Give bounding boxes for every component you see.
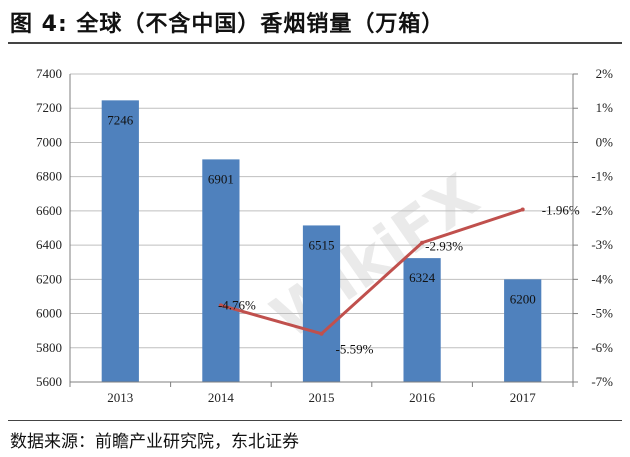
bar-data-label: 6324 — [409, 270, 436, 285]
y-right-tick-label: 0% — [596, 134, 614, 149]
y-right-tick-label: -6% — [591, 340, 613, 355]
x-tick-label: 2017 — [510, 390, 537, 405]
line-series: -4.76% -5.59% -2.93% -1.96% — [218, 203, 580, 357]
bar — [101, 100, 139, 383]
y-right-tick-label: -1% — [591, 169, 613, 184]
y-right-tick-label: 1% — [596, 100, 614, 115]
growth-line — [220, 208, 524, 336]
line-point — [319, 331, 324, 336]
y-left-tick-label: 7000 — [36, 134, 62, 149]
line-data-label: -5.59% — [336, 342, 374, 357]
y-left-tick-label: 6200 — [36, 271, 62, 286]
bar-data-label: 6901 — [208, 171, 234, 186]
y-right-tick-label: -7% — [591, 374, 613, 389]
y-left-tick-label: 6600 — [36, 203, 62, 218]
bar-data-label: 6200 — [510, 291, 536, 306]
y-left-tick-label: 6400 — [36, 237, 62, 252]
y-left-tick-label: 7400 — [36, 66, 62, 81]
y-left-tick-label: 6800 — [36, 169, 62, 184]
x-tick-label: 2014 — [208, 390, 235, 405]
title-rule — [8, 42, 622, 44]
bar — [302, 225, 341, 382]
y-left-tick-label: 5800 — [36, 340, 62, 355]
x-tick-label: 2016 — [409, 390, 436, 405]
y-left-tick-label: 7200 — [36, 100, 62, 115]
grid — [70, 73, 573, 383]
line-point — [218, 303, 223, 308]
y-right-tick-label: -3% — [591, 237, 613, 252]
bars: 7246 6901 6515 6324 6200 — [101, 100, 542, 383]
line-data-label: -4.76% — [218, 297, 256, 312]
y-right-tick-label: -4% — [591, 271, 613, 286]
y-right-tick-label: -2% — [591, 203, 613, 218]
y-right-tick-label: -5% — [591, 306, 613, 321]
bar — [202, 159, 240, 382]
watermark: WikiFX — [259, 161, 491, 353]
line-point — [520, 207, 525, 212]
line-data-label: -2.93% — [425, 239, 463, 254]
line-data-label: -1.96% — [542, 203, 580, 218]
y-right-tick-label: 2% — [596, 66, 614, 81]
x-tick-label: 2015 — [309, 390, 335, 405]
x-tick-label: 2013 — [107, 390, 133, 405]
y-left-tick-label: 5600 — [36, 374, 62, 389]
bar-data-label: 6515 — [309, 237, 335, 252]
axes: 5600 5800 6000 6200 6400 6600 6800 7000 7200 7400… — [36, 66, 613, 405]
bar — [403, 258, 441, 382]
source-note: 数据来源：前瞻产业研究院，东北证券 — [10, 432, 299, 452]
bar-data-label: 7246 — [107, 112, 134, 127]
bar — [504, 279, 542, 382]
y-left-tick-label: 6000 — [36, 306, 62, 321]
figure-title: 图 4: 全球（不含中国）香烟销量（万箱） — [10, 12, 445, 37]
source-rule — [8, 420, 622, 421]
line-point — [420, 240, 425, 245]
